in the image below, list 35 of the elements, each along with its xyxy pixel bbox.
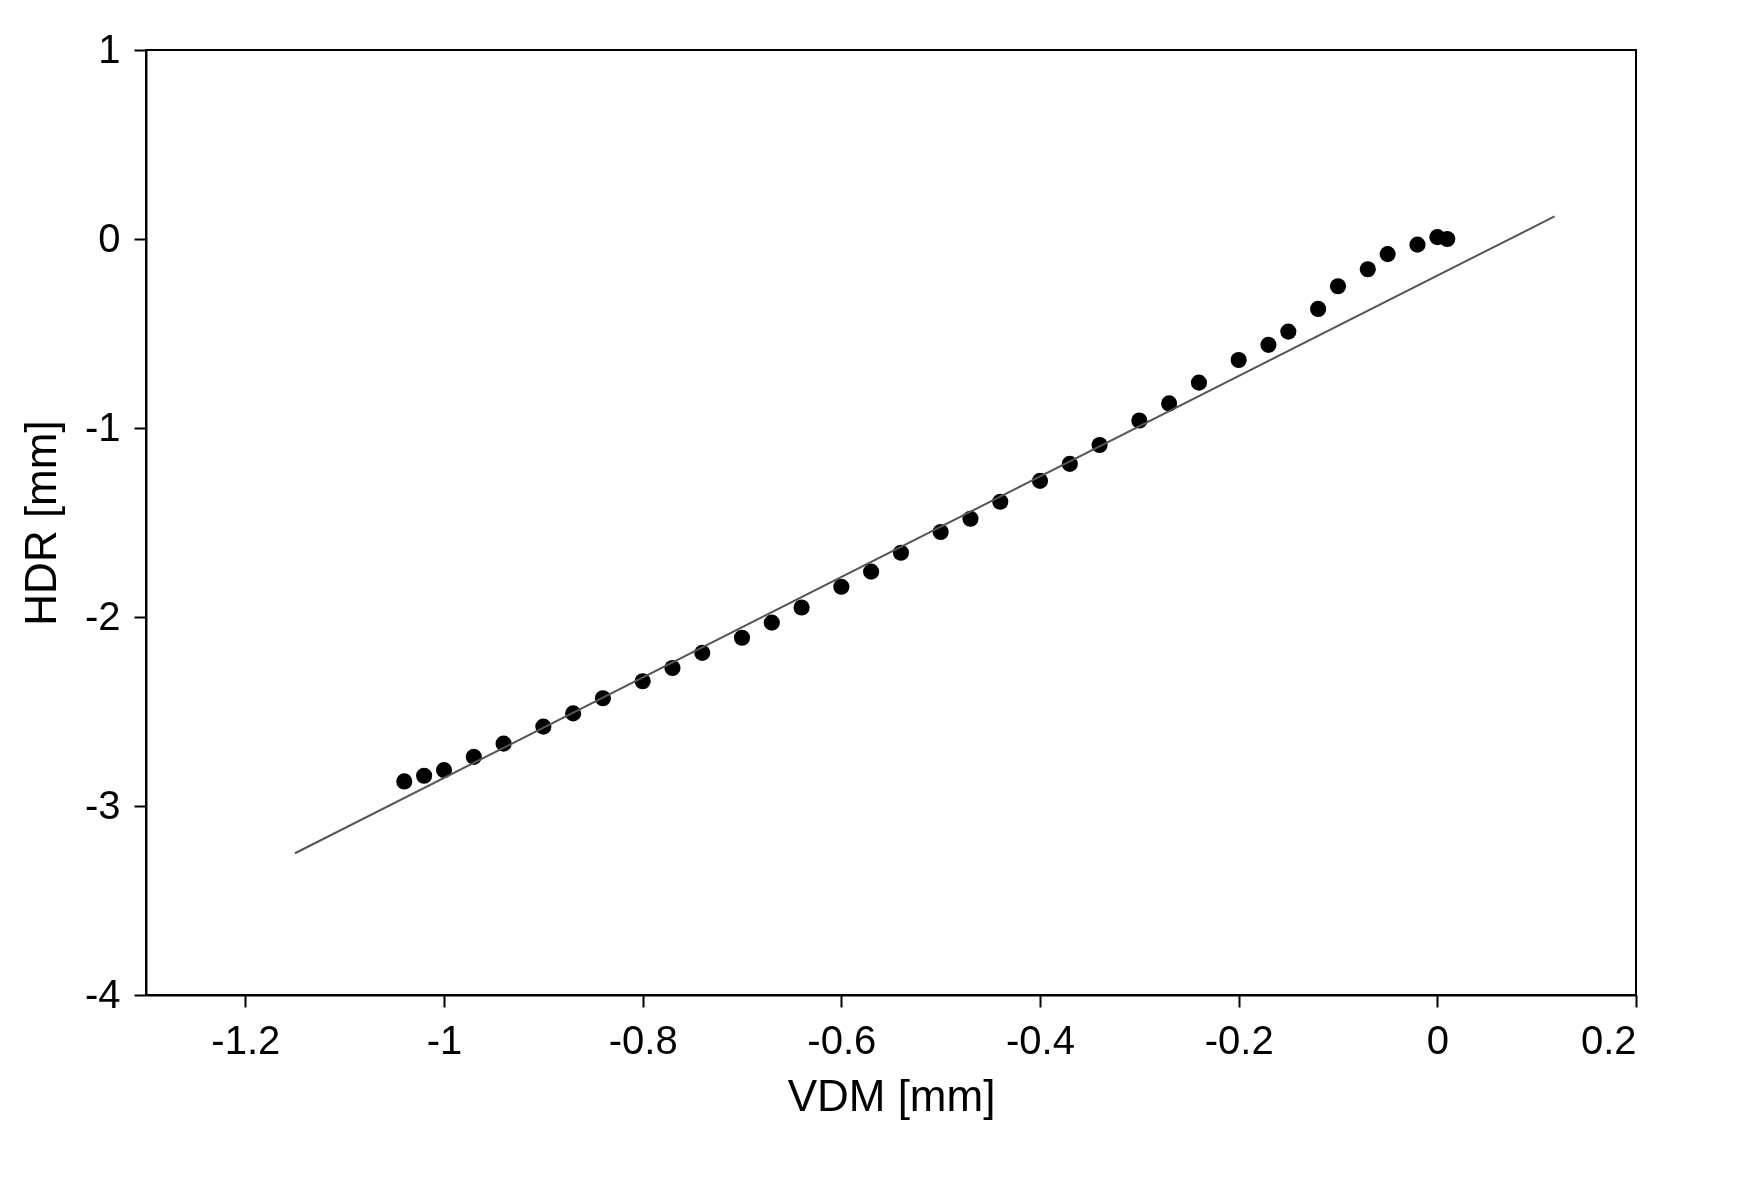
y-tick-label: 1: [98, 26, 121, 71]
y-axis-title: HDR [mm]: [15, 420, 65, 626]
point: [416, 767, 433, 784]
x-tick-label: 0: [1426, 1017, 1449, 1062]
x-tick-label: 0.2: [1580, 1017, 1637, 1062]
x-tick-label: -1: [426, 1017, 463, 1062]
y-tick-label: -3: [84, 782, 121, 827]
x-tick-label: -0.6: [807, 1017, 877, 1062]
point: [435, 762, 453, 779]
y-tick-label: 0: [98, 215, 121, 260]
y-tick-label: -1: [84, 404, 121, 449]
x-tick-label: -1.2: [211, 1017, 281, 1062]
point: [1310, 300, 1327, 317]
y-tick-label: -2: [84, 593, 121, 638]
point: [833, 578, 850, 595]
point: [1280, 323, 1297, 340]
point: [763, 614, 780, 631]
point: [793, 599, 810, 616]
point: [1329, 278, 1347, 295]
point: [1439, 230, 1456, 248]
point: [1409, 236, 1426, 253]
y-tick-label: -4: [84, 971, 121, 1016]
point: [1161, 395, 1178, 412]
point: [863, 563, 880, 580]
point: [1379, 246, 1396, 263]
point: [1260, 336, 1277, 353]
point: [1190, 374, 1207, 391]
x-tick-label: -0.4: [1006, 1017, 1075, 1062]
point: [733, 629, 751, 646]
x-axis-title: VDM [mm]: [787, 1070, 996, 1120]
point: [1230, 351, 1247, 369]
x-tick-label: -0.2: [1204, 1017, 1274, 1062]
x-tick-label: -0.8: [608, 1017, 678, 1062]
point: [396, 773, 413, 790]
point: [1359, 261, 1376, 278]
